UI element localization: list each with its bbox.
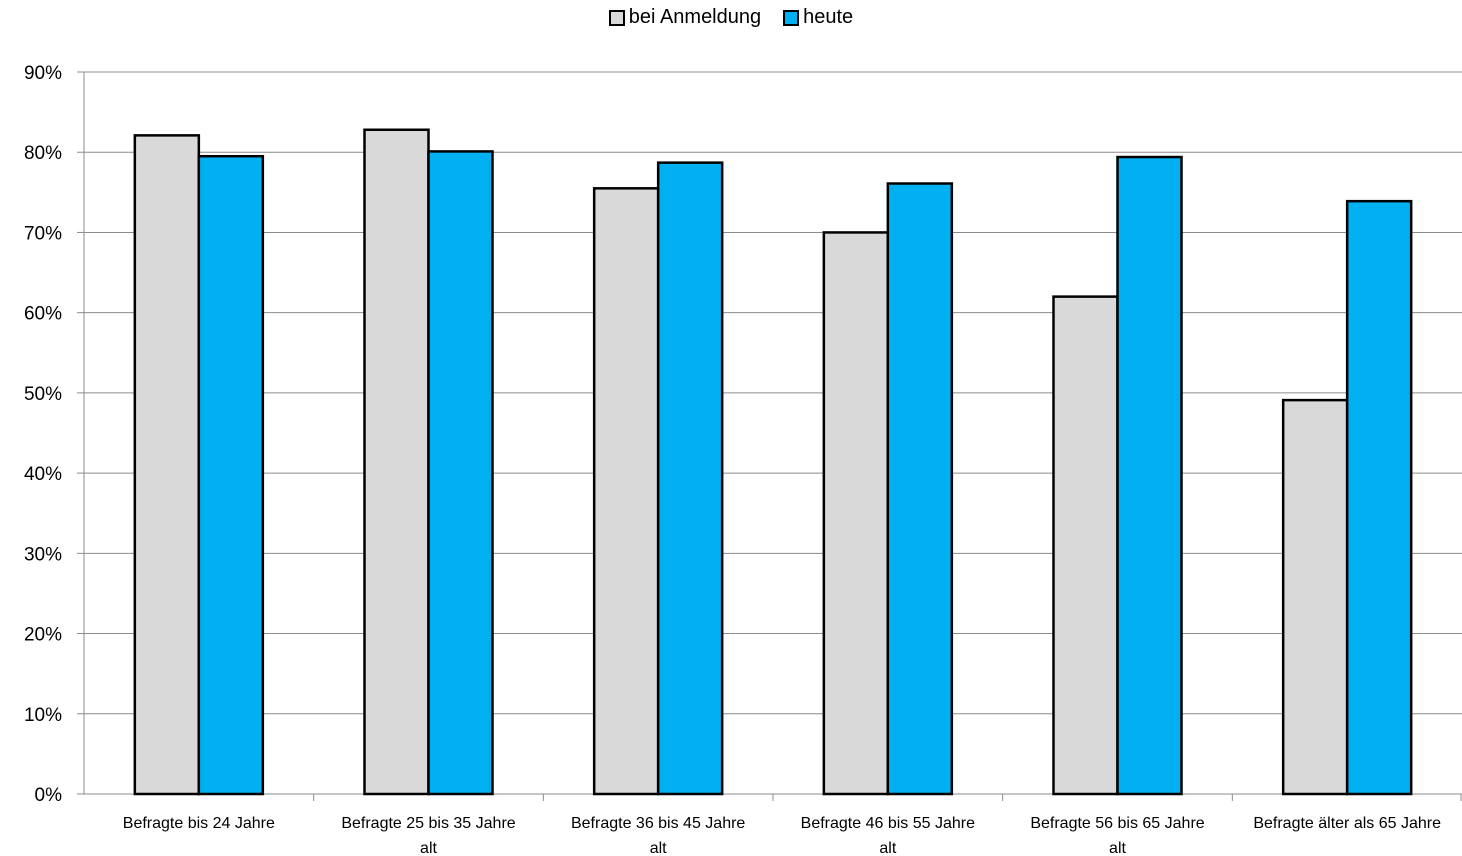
y-tick-label: 60%	[24, 304, 62, 325]
x-tick-label: alt	[1109, 840, 1126, 856]
x-tick-label: Befragte älter als 65 Jahre	[1253, 815, 1441, 832]
y-tick-label: 10%	[24, 705, 62, 726]
legend-swatch-bei-anmeldung	[608, 9, 625, 26]
bar-bei-anmeldung	[592, 187, 660, 796]
legend-item-heute: heute	[783, 6, 853, 29]
bar-bei-anmeldung	[1052, 295, 1119, 796]
y-tick-label: 90%	[24, 63, 62, 84]
x-tick-label: alt	[650, 840, 667, 856]
y-tick-label: 0%	[35, 785, 63, 806]
y-tick-label: 30%	[24, 544, 62, 565]
bar-bei-anmeldung	[133, 134, 201, 796]
x-tick-label: alt	[879, 840, 896, 856]
bar-bei-anmeldung	[1281, 398, 1349, 796]
chart-legend: bei Anmeldung heute	[0, 6, 1462, 29]
bar-heute	[886, 182, 954, 796]
y-tick-label: 70%	[24, 223, 62, 244]
legend-label-heute: heute	[803, 6, 854, 28]
bar-heute	[1345, 199, 1413, 796]
y-tick-label: 80%	[24, 143, 62, 164]
bar-heute	[656, 161, 724, 796]
y-tick-label: 20%	[24, 625, 62, 646]
legend-item-bei-anmeldung: bei Anmeldung	[608, 6, 762, 29]
bar-bei-anmeldung	[363, 128, 430, 796]
bar-heute	[197, 154, 265, 796]
bar-bei-anmeldung	[822, 231, 890, 796]
x-tick-label: Befragte 56 bis 65 Jahre	[1030, 815, 1204, 832]
legend-swatch-heute	[783, 9, 800, 26]
y-tick-label: 50%	[24, 384, 62, 405]
y-tick-label: 40%	[24, 464, 62, 485]
x-tick-label: alt	[420, 840, 437, 856]
bar-heute	[1116, 155, 1183, 796]
legend-label-bei-anmeldung: bei Anmeldung	[628, 6, 762, 28]
x-tick-label: Befragte 46 bis 55 Jahre	[801, 815, 975, 832]
x-tick-label: Befragte bis 24 Jahre	[123, 815, 275, 832]
x-tick-label: Befragte 36 bis 45 Jahre	[571, 815, 745, 832]
bar-heute	[427, 150, 494, 796]
x-tick-label: Befragte 25 bis 35 Jahre	[341, 815, 515, 832]
